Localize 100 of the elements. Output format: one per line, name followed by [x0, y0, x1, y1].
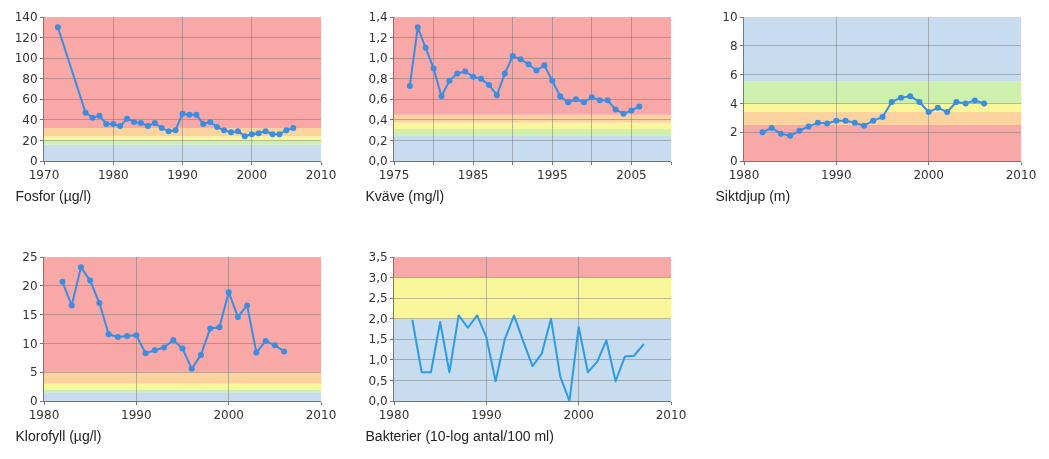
point — [580, 99, 587, 106]
x-tick-label: 2000 — [236, 168, 268, 183]
point — [124, 115, 131, 122]
point — [87, 277, 94, 284]
y-tick-label: 1,4 — [368, 10, 388, 25]
point — [241, 133, 248, 140]
point — [131, 118, 138, 125]
x-tick-label: 2000 — [563, 408, 594, 423]
x-tick-label: 1980 — [728, 168, 760, 183]
point — [225, 289, 232, 296]
y-tick-label: 3,0 — [368, 270, 388, 285]
point — [462, 68, 469, 75]
point — [509, 53, 516, 60]
point — [824, 120, 831, 127]
y-tick-label: 0 — [29, 154, 38, 169]
point — [897, 94, 904, 101]
point — [165, 128, 172, 135]
point — [851, 119, 858, 126]
y-tick-label: 40 — [22, 113, 38, 128]
point — [89, 114, 96, 121]
y-tick-label: 2 — [729, 125, 738, 140]
point — [888, 98, 895, 105]
point — [193, 111, 200, 118]
point — [161, 344, 168, 351]
x-tick-label: 2000 — [213, 408, 244, 423]
point — [971, 97, 978, 104]
point — [207, 118, 214, 125]
point — [137, 119, 144, 126]
y-tick-label: 15 — [22, 307, 38, 322]
point — [151, 347, 158, 354]
point — [253, 349, 260, 356]
point — [82, 109, 89, 116]
y-tick-label: 25 — [22, 250, 38, 265]
point — [879, 114, 886, 121]
point — [142, 350, 149, 357]
point — [269, 131, 276, 138]
text: Siktdjup (m) — [715, 187, 791, 204]
point — [768, 124, 775, 131]
point — [406, 82, 413, 89]
point — [517, 56, 524, 63]
point — [227, 129, 234, 136]
x-tick-label: 1980 — [28, 408, 60, 423]
point — [787, 132, 794, 139]
y-tick-label: 4 — [729, 96, 738, 111]
point — [96, 112, 103, 119]
y-tick-label: 0,5 — [368, 373, 388, 388]
text: Bakterier (10-log antal/100 ml) — [365, 427, 554, 444]
point — [172, 127, 179, 134]
y-tick-label: 1,5 — [368, 332, 388, 347]
point — [916, 98, 923, 105]
point — [604, 97, 611, 104]
y-tick-label: 8 — [729, 39, 738, 53]
x-tick-label: 1995 — [537, 168, 568, 183]
y-tick-label: 0,0 — [368, 394, 388, 409]
line-series — [411, 314, 645, 401]
y-tick-label: 0,8 — [368, 71, 388, 86]
point — [446, 77, 453, 84]
y-tick-label: 80 — [22, 71, 38, 86]
point — [151, 119, 158, 126]
point — [179, 110, 186, 117]
x-tick-label: 1980 — [97, 168, 129, 183]
point — [573, 96, 580, 103]
text: Fosfor (µg/l) — [15, 187, 92, 204]
point — [68, 302, 75, 309]
y-tick-label: 2,5 — [368, 291, 388, 306]
point — [907, 93, 914, 100]
y-tick-label: 20 — [22, 279, 38, 293]
y-tick-label: 1,2 — [368, 30, 388, 45]
point — [133, 332, 140, 339]
point — [188, 365, 195, 372]
y-tick-label: 0,4 — [368, 113, 388, 128]
point — [105, 331, 112, 338]
point — [234, 313, 241, 320]
y-tick-label: 0,0 — [368, 154, 388, 169]
point — [565, 99, 572, 106]
point — [925, 109, 932, 116]
point — [158, 125, 165, 132]
text: Klorofyll (µg/l) — [15, 427, 102, 444]
x-tick-label: 1970 — [28, 168, 60, 183]
point — [96, 300, 103, 307]
point — [221, 127, 228, 134]
point — [870, 117, 877, 124]
x-tick-label: 1980 — [378, 408, 410, 423]
x-tick-label: 2000 — [913, 168, 944, 183]
point — [759, 129, 766, 136]
point — [438, 93, 445, 100]
point — [234, 128, 241, 135]
point — [255, 130, 262, 137]
point — [262, 128, 269, 135]
point — [197, 351, 204, 358]
point — [114, 334, 121, 341]
point — [636, 103, 643, 110]
point — [414, 24, 421, 31]
x-tick-label: 2005 — [616, 168, 647, 183]
y-tick-label: 140 — [14, 10, 38, 25]
point — [283, 127, 290, 134]
point — [805, 123, 812, 130]
y-tick-label: 10 — [22, 336, 38, 351]
x-tick-label: 1975 — [378, 168, 410, 183]
point — [124, 332, 131, 339]
